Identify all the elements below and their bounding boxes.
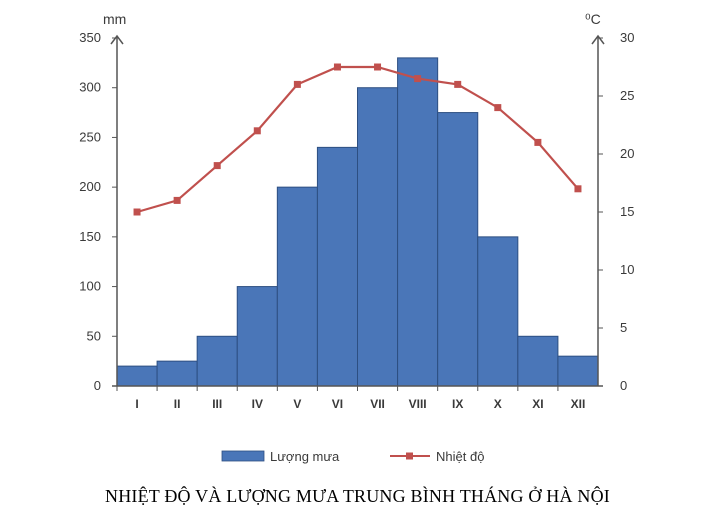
left-tick-label-350: 350 — [79, 30, 101, 45]
legend-label-rainfall: Lượng mưa — [270, 449, 340, 464]
rainfall-bar-VII — [357, 87, 399, 387]
rainfall-bar-XI — [517, 335, 559, 387]
left-tick-label-300: 300 — [79, 80, 101, 95]
x-tick-label-VI: VI — [332, 397, 343, 411]
x-tick-label-I: I — [135, 397, 138, 411]
temperature-point-X — [494, 104, 502, 112]
right-tick-label-25: 25 — [620, 88, 634, 103]
temperature-point-II — [173, 196, 181, 204]
x-tick-label-XII: XII — [571, 397, 586, 411]
right-tick-label-20: 20 — [620, 146, 634, 161]
x-tick-label-XI: XI — [532, 397, 543, 411]
right-tick-label-5: 5 — [620, 320, 627, 335]
legend-swatch-rainfall — [221, 450, 265, 462]
left-tick-label-200: 200 — [79, 179, 101, 194]
right-axis-arrow — [591, 34, 605, 45]
left-tick-label-150: 150 — [79, 229, 101, 244]
rainfall-bar-IX — [437, 112, 479, 387]
left-tick-label-250: 250 — [79, 129, 101, 144]
rainfall-bar-IV — [236, 286, 278, 387]
left-tick-label-50: 50 — [87, 328, 101, 343]
rainfall-bar-VI — [316, 146, 358, 387]
x-tick-label-VII: VII — [370, 397, 385, 411]
rainfall-bar-XII — [557, 355, 599, 387]
temperature-line — [133, 63, 582, 216]
x-tick-label-IV: IV — [252, 397, 263, 411]
x-tick-label-VIII: VIII — [409, 397, 427, 411]
right-tick-label-30: 30 — [620, 30, 634, 45]
left-axis-unit: mm — [103, 11, 126, 27]
rainfall-bars — [116, 57, 599, 387]
legend-label-temperature: Nhiệt độ — [436, 449, 484, 464]
right-tick-label-0: 0 — [620, 378, 627, 393]
temperature-point-III — [213, 162, 221, 170]
right-tick-label-15: 15 — [620, 204, 634, 219]
chart-title: NHIỆT ĐỘ VÀ LƯỢNG MƯA TRUNG BÌNH THÁNG Ở… — [105, 486, 610, 506]
rainfall-bar-V — [276, 186, 318, 387]
temperature-point-IV — [253, 127, 261, 135]
rainfall-bar-I — [116, 365, 158, 387]
x-tick-label-III: III — [212, 397, 222, 411]
rainfall-bar-III — [196, 335, 238, 387]
x-tick-label-V: V — [293, 397, 301, 411]
temperature-point-XII — [574, 185, 582, 193]
right-tick-label-10: 10 — [620, 262, 634, 277]
temperature-point-VII — [374, 63, 382, 71]
rainfall-bar-VIII — [397, 57, 439, 387]
legend: Lượng mưa Nhiệt độ — [221, 449, 484, 464]
legend-swatch-temperature-marker — [406, 452, 413, 460]
right-axis-unit: ⁰C — [585, 11, 601, 27]
x-tick-label-IX: IX — [452, 397, 463, 411]
temperature-point-I — [133, 208, 141, 216]
temperature-point-V — [293, 80, 301, 88]
x-tick-label-X: X — [494, 397, 502, 411]
temperature-point-VI — [333, 63, 341, 71]
rainfall-bar-X — [477, 236, 519, 387]
temperature-point-IX — [454, 80, 462, 88]
temperature-point-VIII — [414, 75, 422, 83]
temperature-series-line — [136, 65, 579, 214]
temperature-point-XI — [534, 138, 542, 146]
left-tick-label-0: 0 — [94, 378, 101, 393]
left-tick-label-100: 100 — [79, 279, 101, 294]
left-axis-arrow — [110, 34, 124, 45]
x-tick-label-II: II — [174, 397, 181, 411]
rainfall-bar-II — [156, 360, 198, 387]
